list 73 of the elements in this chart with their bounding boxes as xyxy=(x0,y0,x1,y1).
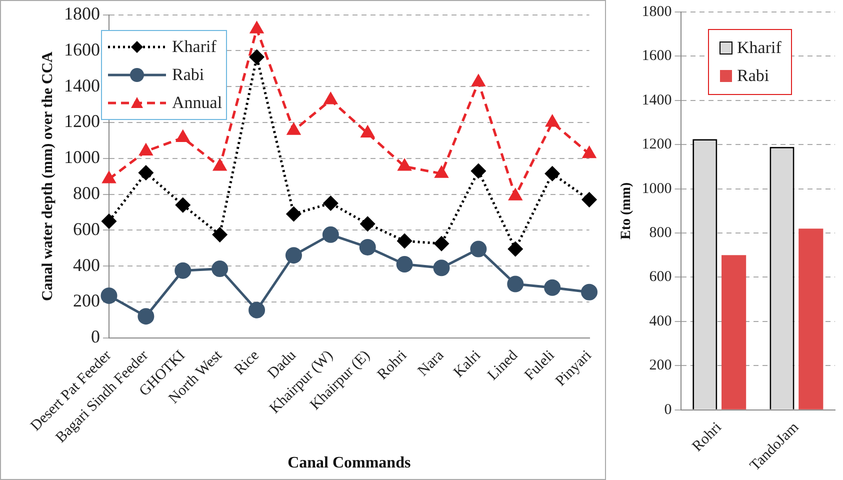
y-tick-label: 0 xyxy=(91,326,100,347)
legend-label: Kharif xyxy=(172,37,216,57)
point xyxy=(176,198,190,212)
point xyxy=(544,279,561,296)
point xyxy=(102,214,116,228)
point xyxy=(212,227,228,242)
point xyxy=(248,302,266,318)
y-tick-label: 200 xyxy=(73,290,100,311)
point xyxy=(100,287,118,304)
bar xyxy=(798,228,824,410)
y-tick-label: 400 xyxy=(73,254,100,275)
y-tick-label: 1800 xyxy=(64,4,100,24)
point xyxy=(140,144,152,156)
point xyxy=(285,247,302,264)
y-tick-label: 1600 xyxy=(642,48,672,64)
point xyxy=(582,192,597,207)
point xyxy=(396,256,413,273)
legend-label: Kharif xyxy=(737,38,782,58)
point xyxy=(287,123,300,135)
x-tick-label: Nara xyxy=(415,347,448,380)
point xyxy=(361,126,374,138)
point xyxy=(360,216,375,232)
y-tick-label: 600 xyxy=(649,269,672,286)
legend-label: Rabi xyxy=(737,66,770,86)
point xyxy=(508,242,523,256)
legend-label: Rabi xyxy=(172,65,204,85)
legend-label: Annual xyxy=(172,93,222,113)
point xyxy=(470,240,487,258)
point xyxy=(102,172,116,184)
y-tick-label: 1200 xyxy=(64,111,100,132)
y-tick-label: 1000 xyxy=(642,180,672,197)
y-tick-label: 800 xyxy=(649,224,672,241)
point xyxy=(250,22,264,34)
y-tick-label: 1200 xyxy=(642,136,672,153)
y-axis-title: Eto (mm) xyxy=(619,182,634,240)
bar xyxy=(722,255,746,410)
y-tick-label: 400 xyxy=(649,313,672,330)
point xyxy=(322,226,339,243)
x-tick-label: Rice xyxy=(232,347,263,378)
y-tick-label: 600 xyxy=(73,218,100,239)
point xyxy=(508,188,522,200)
point xyxy=(324,92,338,104)
point xyxy=(471,164,486,178)
point xyxy=(213,159,226,171)
y-tick-label: 0 xyxy=(664,402,672,418)
point xyxy=(472,74,485,86)
point xyxy=(212,260,228,278)
point xyxy=(545,166,560,181)
point xyxy=(286,206,301,222)
point xyxy=(546,115,559,127)
y-tick-label: 1400 xyxy=(64,75,100,96)
point xyxy=(397,234,412,248)
point xyxy=(176,130,190,142)
point xyxy=(323,196,338,211)
point xyxy=(359,238,376,256)
point xyxy=(138,166,154,180)
point xyxy=(433,260,450,276)
y-tick-label: 1000 xyxy=(64,147,100,168)
point xyxy=(434,236,449,251)
point xyxy=(398,159,411,171)
y-tick-label: 200 xyxy=(649,358,672,374)
point xyxy=(435,166,448,178)
y-tick-label: 1600 xyxy=(64,39,100,60)
point xyxy=(174,262,192,279)
y-tick-label: 800 xyxy=(73,183,100,204)
point xyxy=(582,146,596,158)
y-tick-label: 1800 xyxy=(642,4,672,20)
point xyxy=(581,284,598,300)
y-axis-title: Canal water depth (mm) over the CCA xyxy=(40,51,56,302)
y-tick-label: 1400 xyxy=(642,92,672,108)
x-axis-title: Canal Commands xyxy=(288,454,411,472)
point xyxy=(138,308,154,325)
point xyxy=(507,276,524,292)
